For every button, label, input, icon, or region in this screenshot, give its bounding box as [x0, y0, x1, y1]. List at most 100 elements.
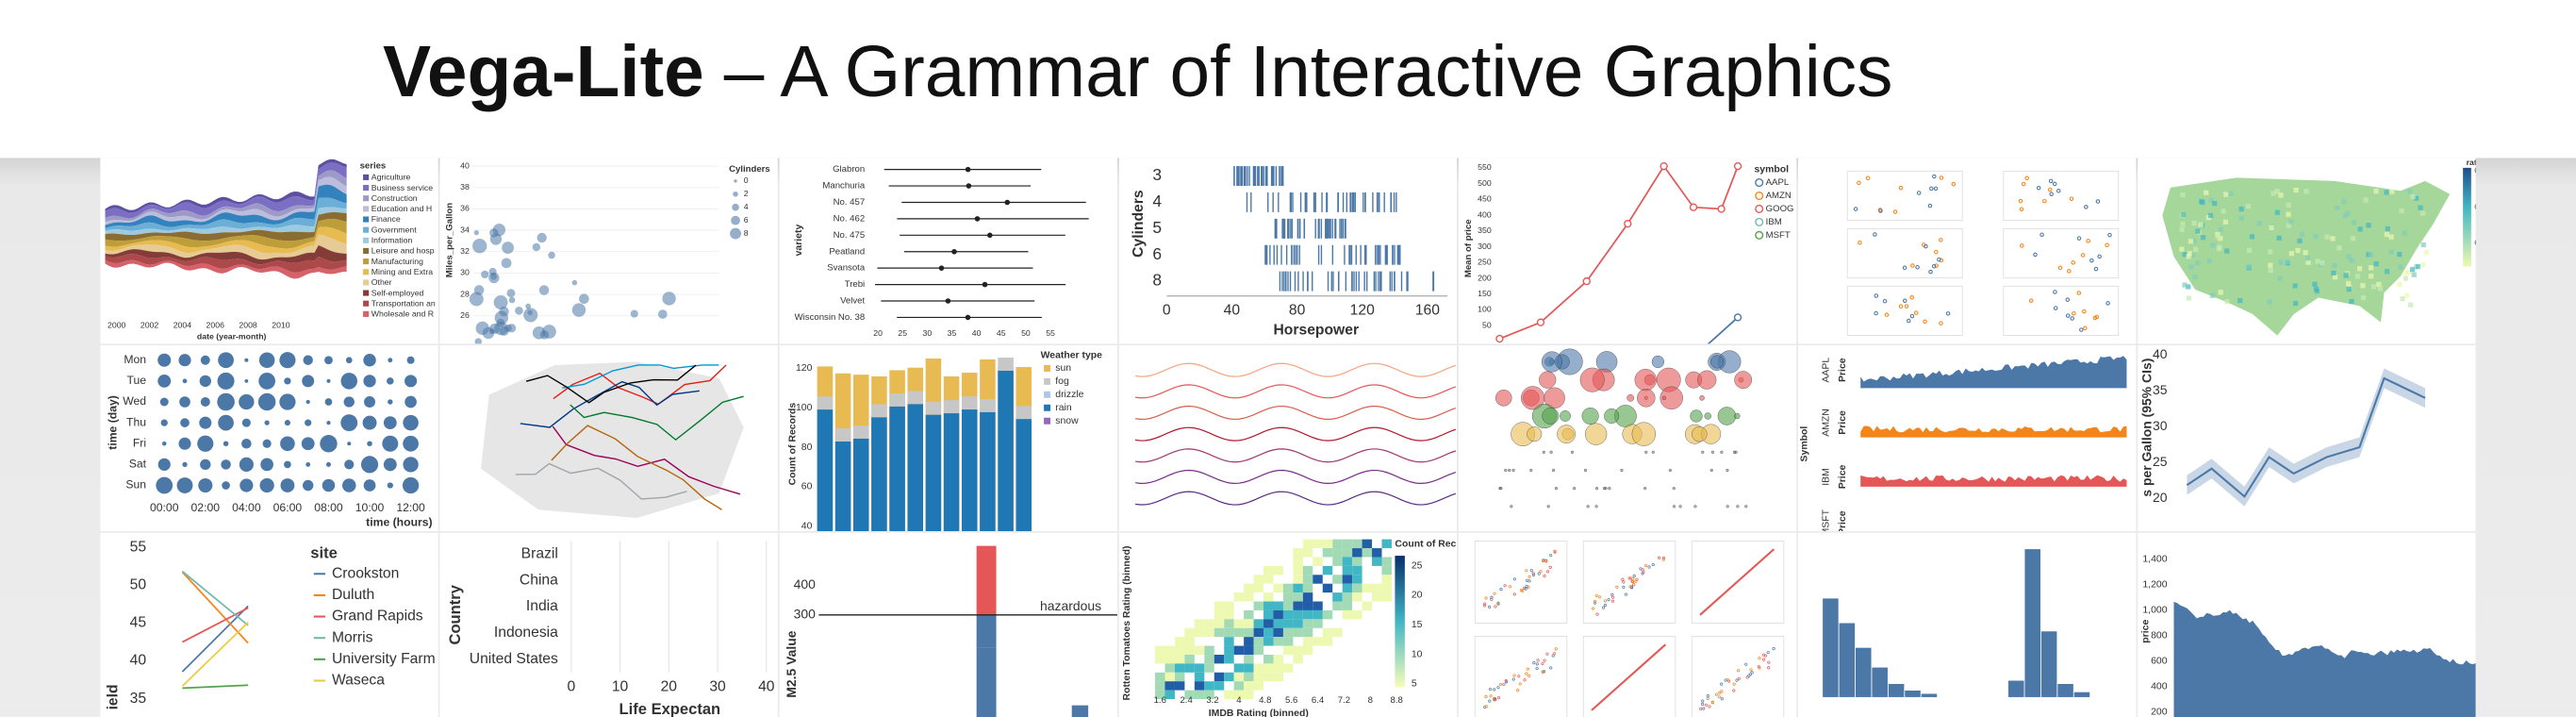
county [2369, 274, 2374, 279]
cell [1273, 627, 1283, 638]
mean [966, 183, 972, 189]
thumbnail-label: Manchuria [822, 181, 865, 192]
thumbnail-label: 4.8 [1259, 695, 1271, 706]
dot [525, 303, 532, 309]
county [2192, 274, 2198, 280]
county [2403, 270, 2409, 275]
cell [1244, 619, 1254, 628]
thumbnail[interactable]: Count of Rec 25 20 15 10 5 IMDB Rating (binned… [1118, 532, 1459, 717]
dot [2028, 298, 2034, 303]
county [2228, 191, 2234, 196]
thumbnail-bg [100, 532, 438, 717]
cell [1332, 592, 1343, 602]
thumbnail-label: Duluth [332, 587, 374, 603]
thumbnail-label: Glabron [833, 164, 865, 175]
bar-rain [852, 438, 869, 531]
cell [1155, 672, 1165, 682]
thumbnail[interactable] [1797, 532, 2138, 717]
dot [178, 437, 191, 450]
cell [1214, 681, 1225, 691]
cell [1342, 539, 1353, 549]
cell [1293, 583, 1303, 593]
cell [1233, 619, 1245, 628]
dot [217, 372, 235, 390]
dot [2093, 266, 2099, 272]
cell [1233, 645, 1245, 655]
dot [383, 458, 397, 472]
dot [156, 476, 173, 494]
thumbnail[interactable]: 550 500 450 400 350 300 250 200 150 100 50 Mean of … [1458, 158, 1798, 346]
thumbnail-label: Finance [372, 214, 401, 224]
panel [1474, 636, 1568, 717]
county [2400, 296, 2405, 302]
cell [1164, 681, 1175, 691]
cell [1342, 583, 1353, 593]
bubble [1495, 390, 1512, 407]
dot [222, 481, 230, 490]
thumbnail-label: 500 [1478, 178, 1492, 188]
dot [1945, 311, 1951, 316]
dot [197, 435, 214, 452]
dot [280, 478, 295, 492]
dot [1874, 310, 1878, 316]
dot [1548, 565, 1552, 569]
panel [1846, 285, 1963, 337]
legend-swatch [363, 195, 370, 202]
dot [1628, 585, 1632, 589]
thumbnail[interactable]: 1,400 1,200 1,000 800 600 400 200 price [2138, 532, 2477, 717]
cell [1224, 601, 1234, 610]
dot [2105, 242, 2109, 247]
thumbnail-label: Count of Records [787, 403, 798, 486]
thumbnail[interactable] [1118, 345, 1459, 533]
tube-line [562, 364, 719, 389]
panel [1582, 540, 1676, 624]
thumbnail[interactable]: 55 50 45 40 35 site Crookston Duluth Grand Rapid… [100, 532, 439, 717]
dot [501, 258, 512, 269]
thumbnail[interactable] [1458, 532, 1798, 717]
cell [1273, 663, 1283, 673]
tube-line [552, 425, 741, 495]
hist-bar [1839, 623, 1856, 697]
dot [1622, 585, 1626, 589]
cell [1194, 672, 1205, 682]
thumbnail-label: fog [1055, 376, 1069, 387]
thumbnail-label: 120 [796, 363, 813, 374]
dot [344, 459, 355, 470]
thumbnail[interactable]: Weather type sun fog drizzle rain snow 120 100 8… [779, 345, 1119, 533]
thumbnail-label: 50 [130, 577, 147, 593]
thumbnail[interactable] [439, 345, 779, 533]
thumbnail[interactable]: Mon Tue Wed Thu Fri Sat Sun 00:00 02:00 04:00 06:0… [100, 345, 439, 533]
cell [1313, 637, 1323, 646]
thumbnail[interactable]: 400 300 hazardous M2.5 Value [779, 532, 1119, 717]
thumbnail[interactable]: Brazil China India Indonesia United States Co… [439, 532, 779, 717]
dot [1718, 691, 1722, 695]
dot [1601, 606, 1606, 609]
thumbnail-label: 30 [460, 268, 470, 277]
thumbnail[interactable]: Glabron Manchuria No. 457 No. 462 No. 475 Pea… [779, 158, 1119, 345]
dot [403, 414, 419, 431]
thumbnail[interactable]: Symbol AAPL Price AMZN Price IBM Price MSFT Pric… [1797, 345, 2138, 536]
thumbnail[interactable]: 40 35 30 25 20s per Gallon (95% CIs) [2138, 345, 2477, 533]
dot [223, 441, 229, 447]
dot [1488, 605, 1492, 609]
bubble [1541, 351, 1562, 373]
thumbnail[interactable] [1797, 158, 2138, 345]
thumbnail[interactable] [1458, 345, 1798, 533]
legend-dot [734, 179, 737, 183]
bubble [1726, 468, 1729, 473]
dot [1661, 558, 1665, 561]
dot [2079, 327, 2084, 332]
dot [1772, 647, 1775, 651]
thumbnail-label: site [310, 544, 338, 562]
dot [1494, 605, 1497, 609]
bubble [1527, 426, 1543, 442]
dot [157, 353, 172, 367]
dot [218, 414, 234, 431]
thumbnail[interactable]: rate0.3 0.2 0.1 [2138, 158, 2485, 345]
dot [2067, 269, 2072, 274]
thumbnail[interactable]: Cylinders 3 4 5 6 80 40 80 120 160 Horsepower [1118, 158, 1459, 345]
dot [2070, 316, 2074, 321]
county [2388, 249, 2394, 255]
